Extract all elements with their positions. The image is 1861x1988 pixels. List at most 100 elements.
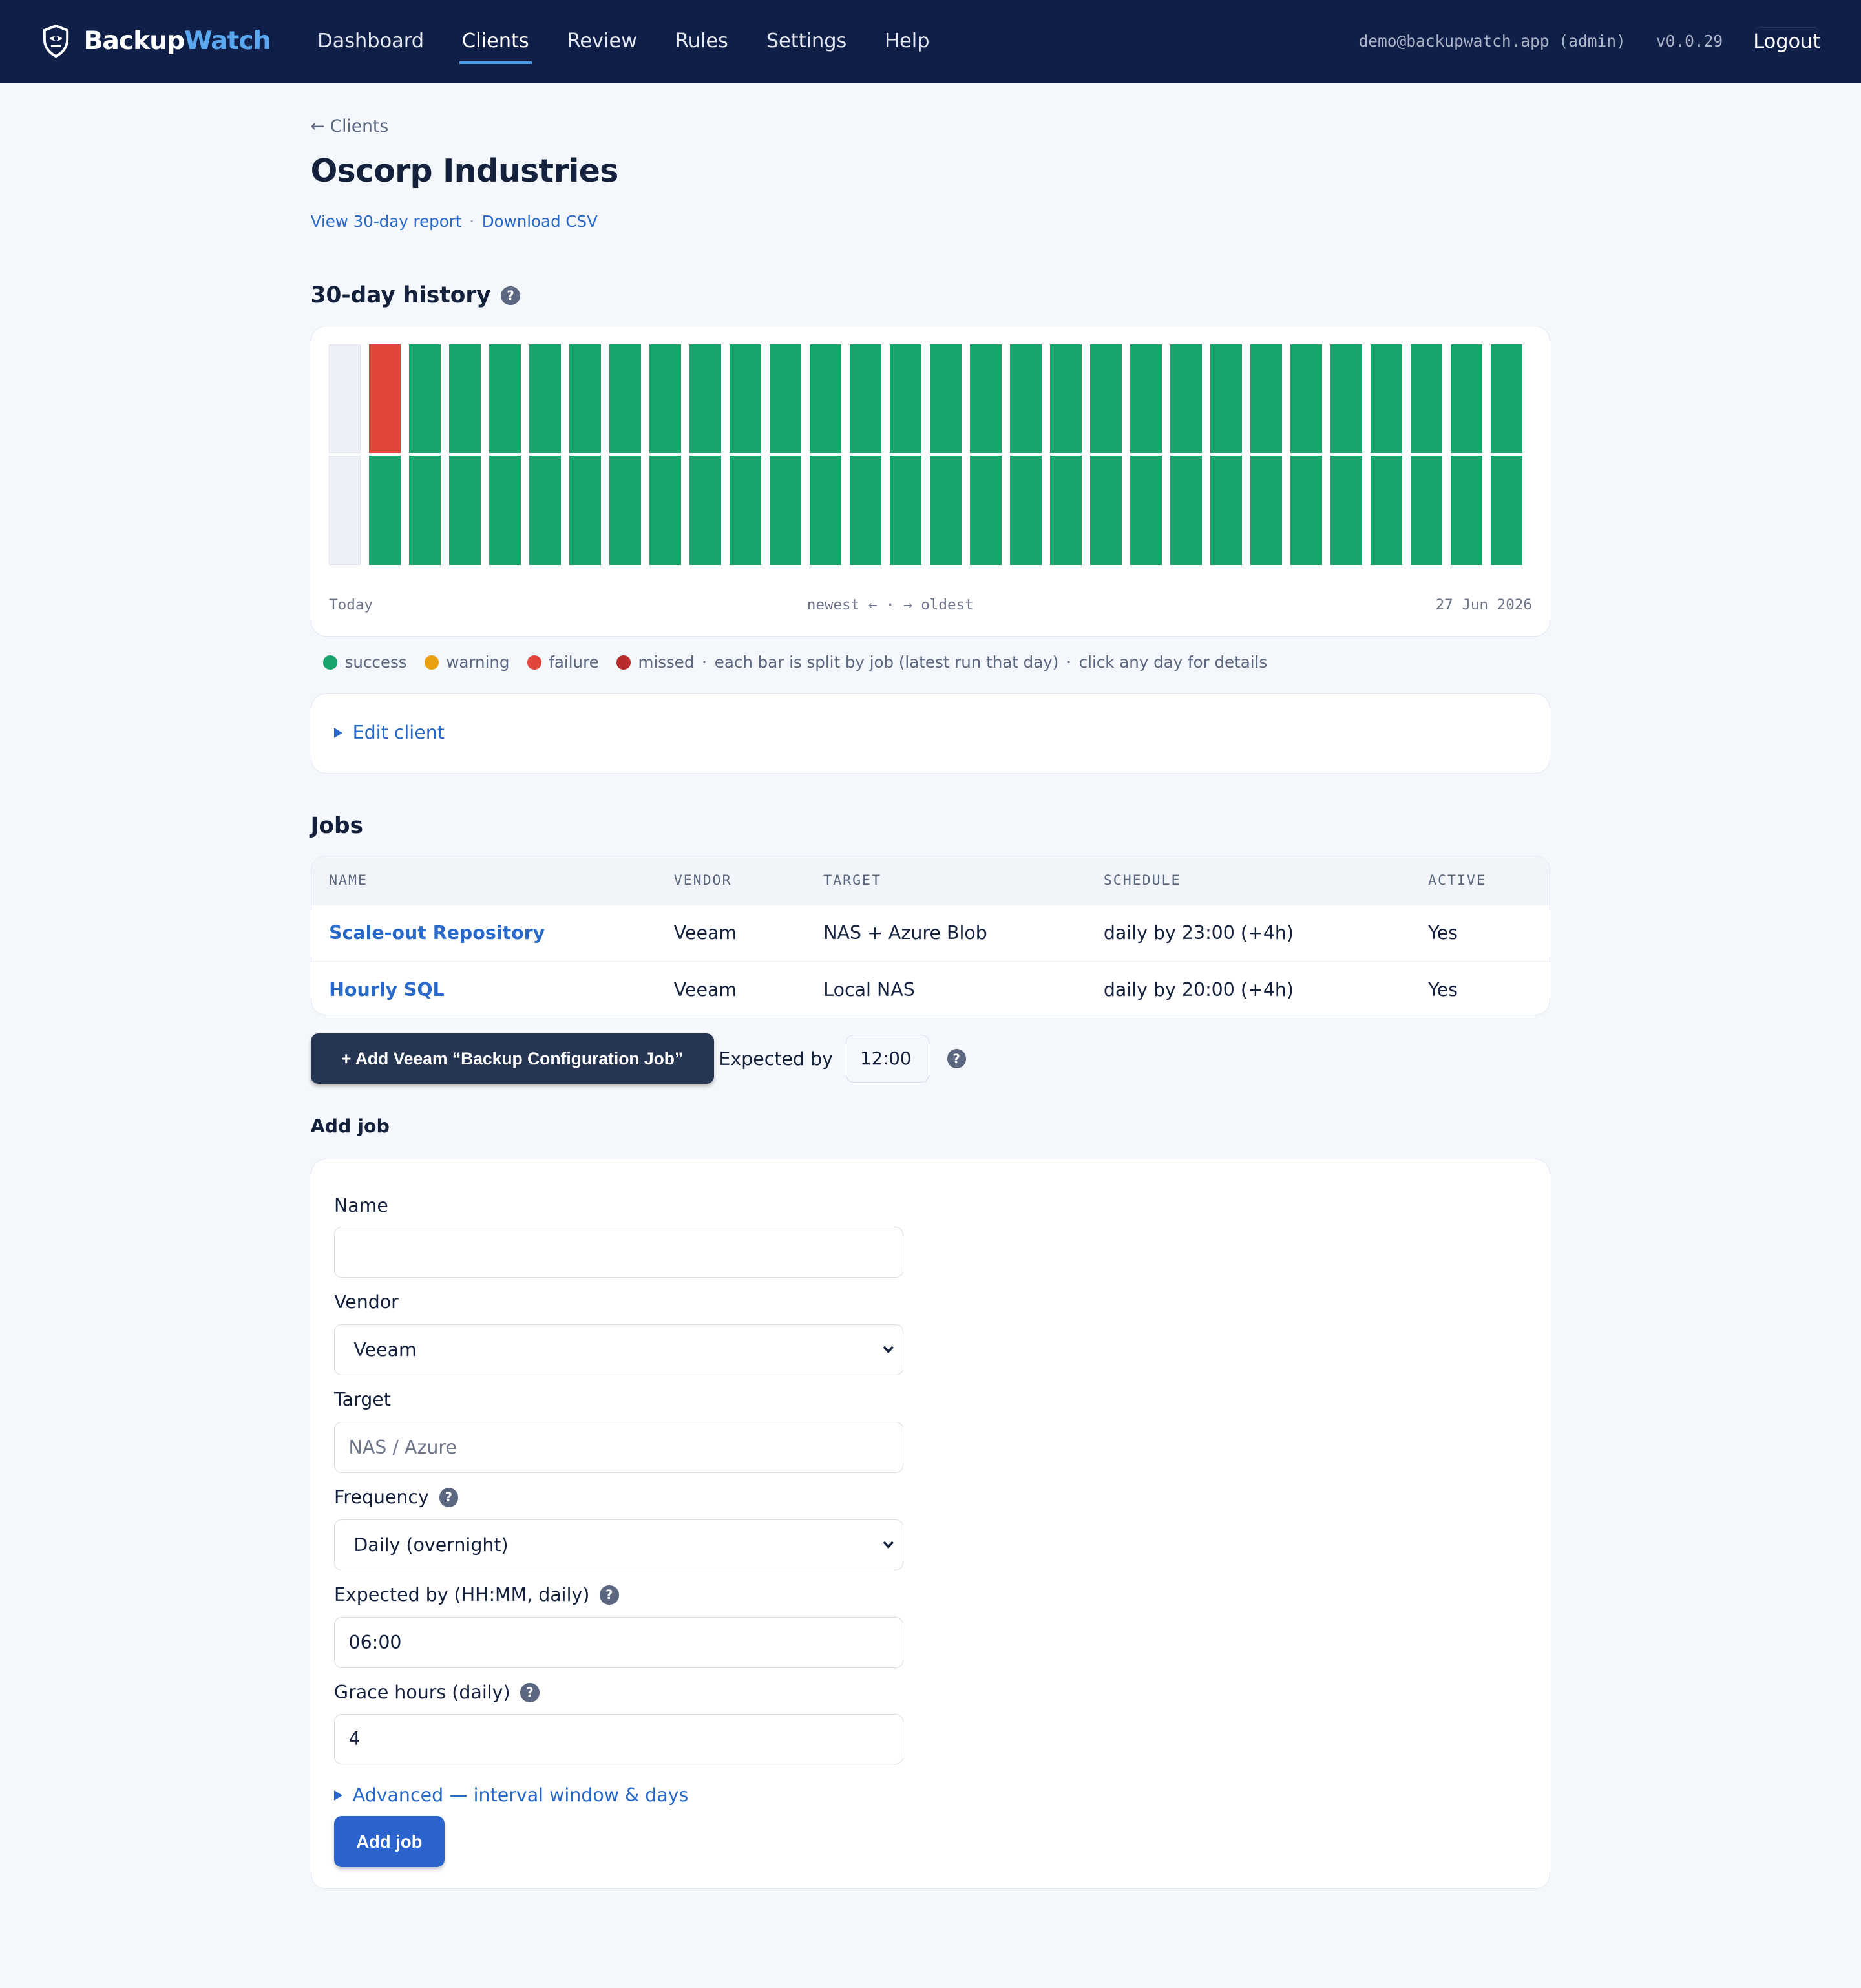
advanced-toggle[interactable]: Advanced — interval window & days xyxy=(333,1784,689,1806)
job-status-segment xyxy=(609,344,642,454)
target-input[interactable]: NAS / Azure xyxy=(333,1422,903,1473)
history-chart-card: Today newest ← · → oldest 27 Jun 2026 xyxy=(310,326,1551,637)
job-status-segment xyxy=(649,344,682,454)
job-status-segment xyxy=(409,456,441,565)
history-day-bar[interactable] xyxy=(1130,344,1162,565)
report-links: View 30-day report · Download CSV xyxy=(311,212,1551,231)
history-day-bar[interactable] xyxy=(730,344,762,565)
jobs-heading: Jobs xyxy=(310,812,364,839)
history-day-bar[interactable] xyxy=(970,344,1002,565)
nav-rules[interactable]: Rules xyxy=(675,30,728,53)
job-status-segment xyxy=(1090,344,1122,454)
history-day-bar[interactable] xyxy=(1371,344,1403,565)
help-icon[interactable]: ? xyxy=(439,1488,458,1507)
job-target: NAS + Azure Blob xyxy=(823,922,987,944)
help-icon[interactable]: ? xyxy=(600,1585,619,1605)
app-version: v0.0.29 xyxy=(1656,32,1723,51)
nav-dashboard[interactable]: Dashboard xyxy=(317,30,425,53)
job-status-segment xyxy=(569,456,602,565)
job-status-segment xyxy=(1250,456,1283,565)
edit-client-toggle[interactable]: Edit client xyxy=(333,722,445,744)
view-report-link[interactable]: View 30-day report xyxy=(310,212,462,231)
job-status-segment xyxy=(449,456,481,565)
nav-review[interactable]: Review xyxy=(567,30,638,53)
history-day-bar[interactable] xyxy=(810,344,842,565)
grace-hours-input[interactable]: 4 xyxy=(333,1713,903,1764)
history-day-bar[interactable] xyxy=(529,344,562,565)
history-day-bar[interactable] xyxy=(489,344,521,565)
job-name-link[interactable]: Scale-out Repository xyxy=(329,922,545,944)
history-day-bar[interactable] xyxy=(1010,344,1042,565)
frequency-select[interactable]: Daily (overnight) xyxy=(333,1519,903,1570)
job-status-segment xyxy=(1010,456,1042,565)
name-label: Name xyxy=(333,1195,388,1217)
history-day-bar[interactable] xyxy=(1090,344,1122,565)
job-status-segment xyxy=(1450,344,1483,454)
help-icon[interactable]: ? xyxy=(501,286,520,306)
advanced-label: Advanced — interval window & days xyxy=(352,1784,689,1806)
job-status-segment xyxy=(1490,344,1523,454)
history-day-bar[interactable] xyxy=(1250,344,1283,565)
history-day-bar[interactable] xyxy=(890,344,922,565)
veeam-expected-label: Expected by xyxy=(719,1048,833,1070)
history-day-bar[interactable] xyxy=(1170,344,1203,565)
veeam-expected-input[interactable]: 12:00 xyxy=(845,1034,930,1083)
add-job-button[interactable]: Add job xyxy=(333,1816,445,1867)
download-csv-link[interactable]: Download CSV xyxy=(481,212,598,231)
history-day-bar[interactable] xyxy=(609,344,642,565)
history-day-bar[interactable] xyxy=(930,344,962,565)
history-day-bar[interactable] xyxy=(569,344,602,565)
job-status-segment xyxy=(1130,344,1162,454)
history-heading: 30-day history ? xyxy=(311,282,520,308)
history-day-bar[interactable] xyxy=(1490,344,1523,565)
job-status-segment xyxy=(1290,456,1323,565)
history-day-bar[interactable] xyxy=(770,344,802,565)
vendor-label: Vendor xyxy=(333,1291,399,1313)
history-day-bar[interactable] xyxy=(369,344,401,565)
history-day-bar[interactable] xyxy=(1050,344,1082,565)
job-status-segment xyxy=(1330,344,1363,454)
logout-button[interactable]: Logout xyxy=(1753,26,1821,56)
back-to-clients-link[interactable]: ← Clients xyxy=(311,116,1551,136)
name-input[interactable] xyxy=(333,1227,903,1278)
history-day-bar[interactable] xyxy=(329,344,361,565)
job-status-segment xyxy=(489,344,521,454)
history-day-bar[interactable] xyxy=(850,344,882,565)
current-user: demo@backupwatch.app (admin) xyxy=(1358,32,1626,51)
history-day-bar[interactable] xyxy=(1450,344,1483,565)
job-status-segment xyxy=(689,456,722,565)
job-schedule: daily by 23:00 (+4h) xyxy=(1103,922,1294,944)
brand[interactable]: BackupWatch xyxy=(41,23,271,59)
job-status-segment xyxy=(1290,344,1323,454)
help-icon[interactable]: ? xyxy=(520,1683,540,1702)
job-status-segment xyxy=(1170,344,1203,454)
nav-help[interactable]: Help xyxy=(885,30,930,53)
job-status-segment xyxy=(1170,456,1203,565)
history-day-bar[interactable] xyxy=(1330,344,1363,565)
vendor-select[interactable]: Veeam xyxy=(333,1324,903,1375)
edit-client-label: Edit client xyxy=(352,722,445,744)
success-dot-icon xyxy=(323,655,337,670)
job-status-segment xyxy=(1450,456,1483,565)
history-day-bar[interactable] xyxy=(409,344,441,565)
job-status-segment xyxy=(529,456,562,565)
history-day-bar[interactable] xyxy=(449,344,481,565)
help-icon[interactable]: ? xyxy=(947,1049,966,1068)
history-day-bar[interactable] xyxy=(649,344,682,565)
job-status-segment xyxy=(649,456,682,565)
col-name: NAME xyxy=(329,872,368,889)
nav-clients[interactable]: Clients xyxy=(459,30,532,64)
job-status-segment xyxy=(770,456,802,565)
job-status-segment xyxy=(850,344,882,454)
job-status-segment xyxy=(1130,456,1162,565)
history-day-bar[interactable] xyxy=(1210,344,1243,565)
job-status-segment xyxy=(1050,456,1082,565)
history-day-bar[interactable] xyxy=(689,344,722,565)
nav-settings[interactable]: Settings xyxy=(766,30,847,53)
job-status-segment xyxy=(1050,344,1082,454)
job-name-link[interactable]: Hourly SQL xyxy=(329,978,445,1000)
history-day-bar[interactable] xyxy=(1411,344,1443,565)
expected-by-input[interactable]: 06:00 xyxy=(333,1617,903,1668)
add-veeam-config-job-button[interactable]: + Add Veeam “Backup Configuration Job” xyxy=(310,1033,714,1084)
history-day-bar[interactable] xyxy=(1290,344,1323,565)
